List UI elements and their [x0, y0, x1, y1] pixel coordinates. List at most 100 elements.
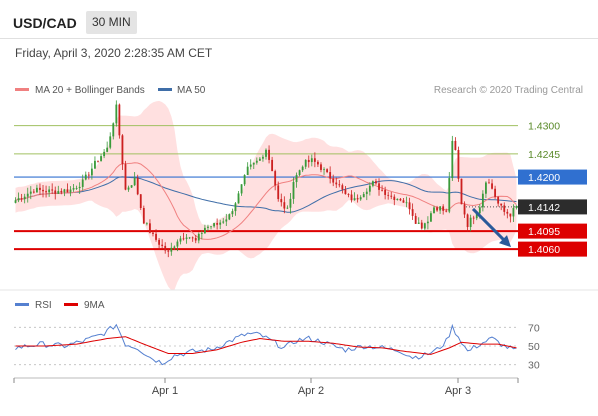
candle-body [173, 246, 176, 248]
candle-body [485, 182, 487, 194]
candle-body [472, 217, 475, 219]
candle-body [439, 206, 442, 211]
x-axis-layer: Apr 1 Apr 2 Apr 3 [13, 377, 519, 397]
candle-body [237, 193, 240, 204]
legend-rsi-label: RSI [35, 300, 52, 311]
candle-body [414, 215, 417, 224]
candle-body [283, 202, 286, 209]
rsi-tick-50: 50 [528, 341, 540, 353]
candle-body [81, 179, 84, 187]
candle-body [353, 198, 356, 201]
candle-body [375, 181, 377, 184]
candle-body [384, 189, 387, 195]
candle-body [430, 213, 432, 222]
candle-body [145, 223, 148, 225]
candle-body [457, 149, 460, 179]
price-level-label-1-4300: 1.4300 [528, 121, 560, 133]
candle-body [207, 226, 209, 228]
price-level-label-1-4245: 1.4245 [528, 149, 560, 161]
candle-body [451, 140, 454, 179]
chart-area: Friday, April 3, 2020 2:28:35 AM CET MA … [0, 39, 598, 411]
legend-ma50-label: MA 50 [177, 85, 206, 96]
candle-body [185, 237, 188, 239]
candle-body [426, 221, 429, 224]
candle-body [402, 200, 405, 203]
candle-body [63, 189, 66, 193]
candle-body [246, 166, 249, 176]
candle-body [26, 193, 29, 197]
candle-body [200, 233, 203, 235]
candle-body [87, 174, 90, 176]
candle-body [271, 159, 274, 172]
candle-body [188, 237, 191, 239]
candle-body [469, 217, 472, 228]
candle-body [258, 158, 261, 161]
candles-layer [14, 100, 518, 258]
candle-body [350, 194, 353, 201]
candle-body [149, 223, 151, 233]
candle-body [249, 164, 252, 167]
legend-ma50-swatch [158, 88, 172, 91]
candle-body [298, 170, 301, 175]
timeframe-badge[interactable]: 30 MIN [86, 11, 137, 34]
candle-body [45, 191, 47, 193]
candle-body [103, 151, 106, 157]
candle-body [494, 188, 497, 197]
rsi-line [15, 323, 517, 366]
forecast-arrow-layer [471, 207, 511, 248]
candle-body [512, 208, 515, 217]
candle-body [295, 174, 298, 183]
bollinger-layer [15, 100, 517, 291]
rsi-layer: 70 50 30 [14, 322, 540, 372]
price-level-label-1-4200: 1.4200 [528, 172, 560, 184]
candle-body [97, 160, 99, 162]
candle-body [112, 123, 115, 137]
candle-body [338, 184, 341, 186]
candle-body [387, 194, 390, 196]
candle-body [381, 189, 383, 191]
candle-body [393, 196, 396, 200]
candle-body [231, 211, 234, 215]
candle-body [20, 198, 23, 200]
legend-ma20-swatch [15, 88, 29, 91]
rsi-tick-70: 70 [528, 322, 540, 334]
candle-body [255, 160, 258, 163]
candle-body [32, 191, 35, 193]
candle-body [436, 207, 438, 211]
candle-body [228, 214, 231, 220]
credit-text: Research © 2020 Trading Central [434, 85, 583, 96]
candle-body [378, 183, 380, 190]
candle-body [313, 158, 316, 162]
candle-body [365, 191, 368, 195]
candle-body [307, 159, 310, 163]
candle-body [234, 203, 237, 212]
candle-body [75, 188, 78, 189]
candle-body [158, 239, 161, 245]
candle-body [408, 202, 411, 210]
symbol-label: USD/CAD [13, 15, 77, 31]
candle-body [133, 177, 136, 186]
candle-body [142, 208, 145, 224]
candle-body [503, 205, 506, 212]
candle-body [323, 169, 325, 171]
candle-body [182, 238, 185, 240]
candle-body [481, 193, 484, 208]
candle-body [222, 221, 225, 223]
candle-body [48, 189, 51, 193]
candle-body [57, 190, 60, 194]
candle-body [60, 190, 63, 193]
candle-body [197, 233, 200, 241]
candle-body [39, 187, 41, 190]
ma50-line [15, 176, 517, 213]
candle-body [72, 188, 75, 190]
candle-body [466, 214, 469, 228]
candle-body [445, 210, 448, 212]
candle-body [35, 187, 38, 193]
candle-body [170, 247, 173, 252]
candle-body [54, 190, 57, 194]
legend-ma20-label: MA 20 + Bollinger Bands [35, 85, 145, 96]
candle-body [42, 189, 44, 192]
candle-body [274, 171, 277, 186]
rsi-9ma-line [15, 336, 517, 355]
candle-body [460, 178, 463, 205]
